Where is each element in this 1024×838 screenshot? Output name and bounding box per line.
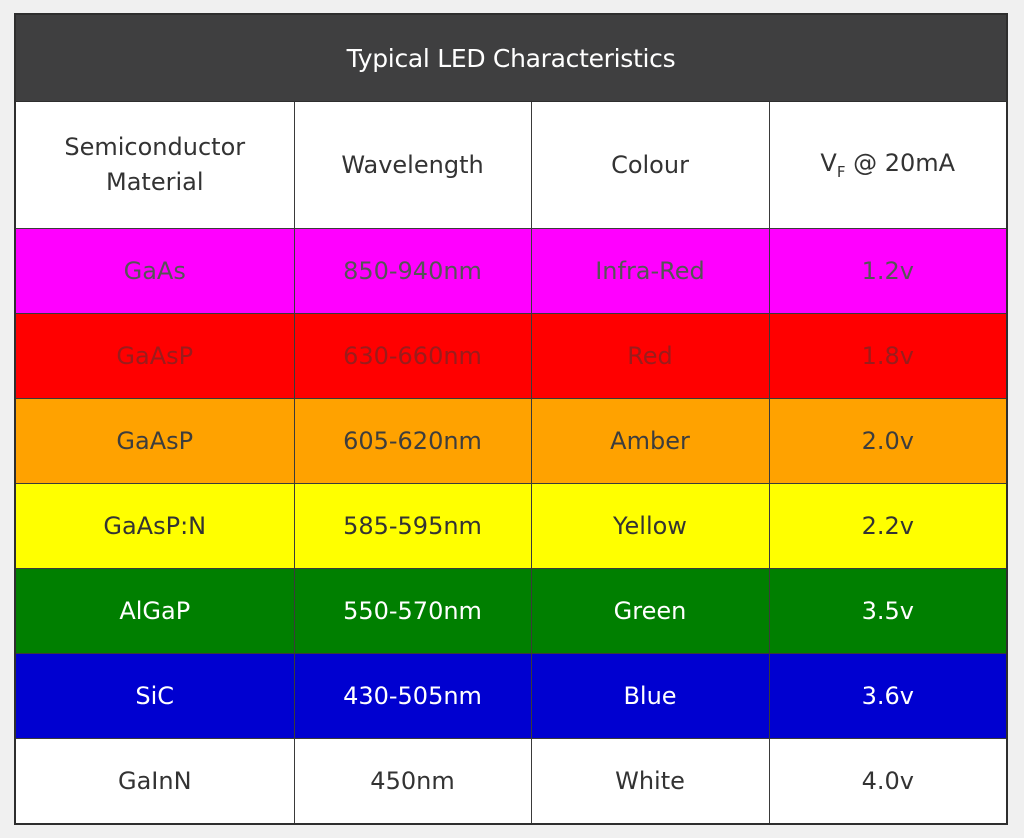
header-vf-subscript: F	[836, 163, 846, 182]
cell-vf: 3.6v	[768, 653, 1008, 739]
cell-material: AlGaP	[14, 568, 295, 654]
cell-colour: Red	[530, 313, 770, 399]
led-characteristics-table: Typical LED Characteristics Semiconducto…	[14, 13, 1008, 825]
table-title: Typical LED Characteristics	[14, 13, 1008, 102]
cell-colour: Blue	[530, 653, 770, 739]
cell-wavelength: 550-570nm	[293, 568, 532, 654]
table-row: GaInN 450nm White 4.0v	[14, 738, 1008, 825]
cell-material: SiC	[14, 653, 295, 739]
cell-colour: Amber	[530, 398, 770, 484]
header-wavelength: Wavelength	[293, 101, 532, 229]
header-forward-voltage: VF @ 20mA	[768, 101, 1008, 229]
cell-colour: Infra-Red	[530, 228, 770, 314]
cell-material: GaAsP	[14, 398, 295, 484]
cell-colour: Yellow	[530, 483, 770, 569]
cell-vf: 3.5v	[768, 568, 1008, 654]
cell-wavelength: 430-505nm	[293, 653, 532, 739]
column-header-row: Semiconductor Material Wavelength Colour…	[14, 101, 1008, 229]
cell-material: GaInN	[14, 738, 295, 825]
cell-wavelength: 850-940nm	[293, 228, 532, 314]
cell-material: GaAsP	[14, 313, 295, 399]
cell-vf: 2.2v	[768, 483, 1008, 569]
cell-colour: White	[530, 738, 770, 825]
cell-material: GaAsP:N	[14, 483, 295, 569]
header-material: Semiconductor Material	[14, 101, 295, 229]
cell-vf: 1.8v	[768, 313, 1008, 399]
cell-colour: Green	[530, 568, 770, 654]
header-colour: Colour	[530, 101, 770, 229]
table-row: GaAsP 630-660nm Red 1.8v	[14, 313, 1008, 399]
table-row: GaAsP 605-620nm Amber 2.0v	[14, 398, 1008, 484]
cell-wavelength: 630-660nm	[293, 313, 532, 399]
cell-wavelength: 450nm	[293, 738, 532, 825]
cell-vf: 4.0v	[768, 738, 1008, 825]
header-vf-condition: @ 20mA	[845, 149, 956, 178]
cell-wavelength: 605-620nm	[293, 398, 532, 484]
cell-vf: 2.0v	[768, 398, 1008, 484]
table-row: AlGaP 550-570nm Green 3.5v	[14, 568, 1008, 654]
table-row: GaAs 850-940nm Infra-Red 1.2v	[14, 228, 1008, 314]
table-row: SiC 430-505nm Blue 3.6v	[14, 653, 1008, 739]
cell-vf: 1.2v	[768, 228, 1008, 314]
title-row: Typical LED Characteristics	[14, 13, 1008, 102]
header-vf-symbol: V	[820, 149, 837, 178]
table-row: GaAsP:N 585-595nm Yellow 2.2v	[14, 483, 1008, 569]
cell-wavelength: 585-595nm	[293, 483, 532, 569]
cell-material: GaAs	[14, 228, 295, 314]
